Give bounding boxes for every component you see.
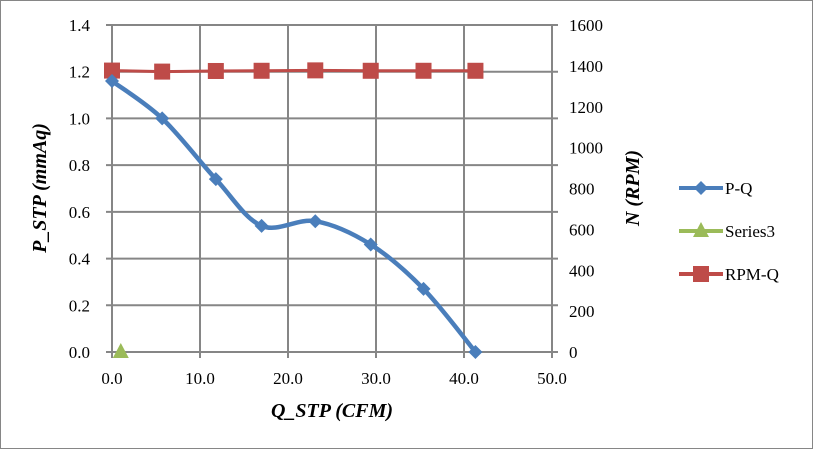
gridlines: [106, 24, 558, 358]
series-rpm-q: [104, 62, 484, 80]
x-tick-label: 20.0: [273, 369, 303, 388]
y-tick-label: 0.8: [69, 156, 90, 175]
x-tick-label: 50.0: [537, 369, 567, 388]
data-point: [307, 62, 324, 79]
data-point: [253, 62, 270, 79]
data-point: [105, 74, 119, 89]
legend-marker: [693, 266, 709, 282]
x-axis-title: Q_STP (CFM): [271, 400, 393, 422]
legend-item-p-q: P-Q: [679, 179, 752, 198]
y-tick-label: 0.4: [69, 250, 91, 269]
y2-tick-label: 0: [569, 343, 578, 362]
data-point: [416, 281, 431, 296]
data-point: [415, 62, 432, 79]
legend-marker: [693, 222, 709, 237]
series-line: [111, 68, 476, 74]
y2-tick-label: 600: [569, 220, 595, 239]
data-point: [363, 237, 378, 252]
y-tick-label: 0.6: [69, 203, 90, 222]
data-point: [154, 63, 171, 80]
data-point: [362, 62, 379, 79]
x-tick-label: 40.0: [449, 369, 479, 388]
legend-item-rpm-q: RPM-Q: [679, 265, 779, 284]
x-tick-label: 0.0: [101, 369, 122, 388]
y2-tick-label: 200: [569, 302, 595, 321]
y2-tick-label: 1600: [569, 16, 603, 35]
data-point: [104, 62, 120, 79]
tick-labels: 0.0 0.2 0.4 0.6 0.8 1.0 1.2 1.4 0 200 400 600 800 100…: [69, 16, 603, 388]
data-point: [467, 62, 484, 79]
y2-tick-label: 1200: [569, 98, 603, 117]
y2-tick-label: 1000: [569, 139, 603, 158]
y-tick-label: 0.0: [69, 343, 90, 362]
y2-tick-label: 400: [569, 261, 595, 280]
legend-label: RPM-Q: [725, 265, 779, 284]
legend-label: Series3: [725, 222, 775, 241]
y2-tick-label: 1400: [569, 57, 603, 76]
series-line: [110, 79, 478, 354]
data-point: [207, 62, 224, 79]
y-tick-label: 1.2: [69, 63, 90, 82]
data-point: [208, 172, 223, 187]
legend: P-Q Series3 RPM-Q: [679, 179, 779, 284]
data-point: [254, 218, 269, 233]
legend-marker: [694, 181, 708, 195]
data-point: [112, 343, 129, 358]
y-tick-label: 1.0: [69, 109, 90, 128]
data-point: [468, 345, 483, 359]
data-point: [308, 214, 323, 229]
series-series3: [112, 343, 129, 358]
legend-label: P-Q: [725, 179, 752, 198]
y2-tick-label: 800: [569, 180, 595, 199]
series-layer: [104, 62, 484, 359]
x-tick-label: 10.0: [185, 369, 215, 388]
legend-item-series3: Series3: [679, 222, 775, 241]
y-axis-title: P_STP (mmAq): [29, 123, 51, 254]
y-tick-label: 0.2: [69, 296, 90, 315]
y-tick-label: 1.4: [69, 16, 91, 35]
series-p-q: [105, 74, 483, 359]
x-tick-label: 30.0: [361, 369, 391, 388]
y2-axis-title: N (RPM): [622, 150, 644, 227]
data-point: [155, 111, 170, 126]
